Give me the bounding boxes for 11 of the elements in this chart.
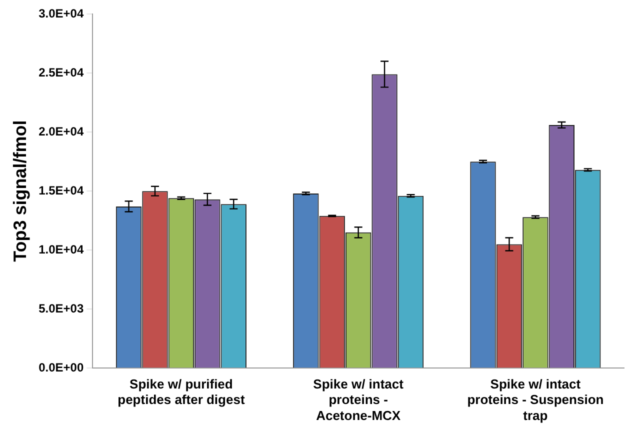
x-tick-label: Spike w/ purified peptides after digest: [118, 376, 246, 408]
y-axis-title: Top3 signal/fmol: [10, 120, 30, 262]
y-tick-label: 1.5E+04: [38, 183, 84, 198]
y-tick-label: 3.0E+04: [38, 6, 84, 20]
y-tick-label: 2.5E+04: [38, 65, 84, 80]
y-tick-label: 2.0E+04: [38, 124, 84, 138]
y-tick-label: 1.0E+04: [38, 242, 84, 256]
x-tick-label: Spike w/ intact proteins - Suspension trap: [467, 376, 604, 423]
x-tick-label: Spike w/ intact proteins - Acetone-MCX: [313, 376, 404, 423]
y-tick-label: 0.0E+00: [38, 360, 84, 375]
y-tick-label: 5.0E+03: [38, 301, 84, 316]
